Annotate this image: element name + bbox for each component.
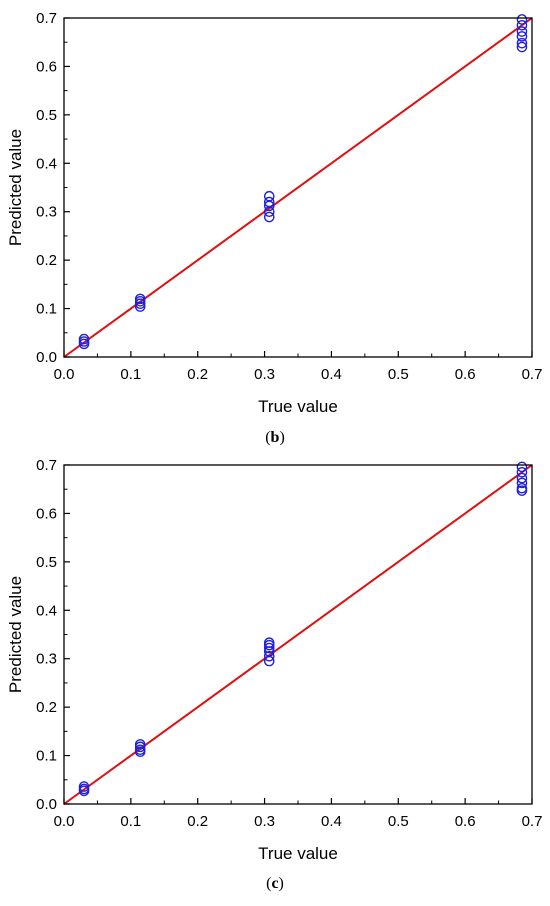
y-tick-label: 0.7	[36, 457, 57, 474]
data-point	[516, 19, 528, 31]
y-tick-label: 0.0	[36, 796, 57, 813]
x-tick-label: 0.4	[321, 366, 342, 383]
y-axis-title: Predicted value	[6, 576, 25, 693]
x-axis-title: True value	[258, 844, 338, 863]
panel-caption: (c)	[266, 875, 284, 892]
y-tick-label: 0.1	[36, 748, 57, 765]
x-tick-label: 0.0	[54, 813, 75, 830]
data-point	[78, 781, 90, 792]
data-point	[263, 190, 275, 202]
data-point	[516, 37, 528, 49]
y-axis-title: Predicted value	[6, 129, 25, 246]
data-point	[516, 482, 528, 494]
x-tick-label: 0.5	[388, 813, 409, 830]
x-tick-label: 0.7	[522, 813, 543, 830]
data-point	[263, 642, 275, 654]
chart-panel-c: 0.0 0.1 0.2 0.3 0.4 0.5 0.6 0.7 0.0 0.1 0.2 0.3 0.4 0…	[6, 457, 542, 892]
y-tick-label: 0.1	[36, 301, 57, 318]
chart-panel-b: 0.0 0.1 0.2 0.3 0.4 0.5 0.6 0.7 0.0 0.1 0.2 0.3 0.4 0…	[6, 10, 542, 446]
data-point	[516, 466, 528, 478]
data-point	[516, 41, 528, 53]
x-tick-label: 0.1	[120, 366, 141, 383]
x-tick-label: 0.2	[187, 813, 208, 830]
y-tick-label: 0.7	[36, 10, 57, 27]
data-point	[516, 14, 528, 25]
data-point	[263, 650, 275, 662]
data-point	[516, 461, 528, 473]
x-tick-label: 0.5	[388, 366, 409, 383]
reference-line	[63, 17, 533, 358]
data-point	[263, 637, 275, 649]
x-tick-label: 0.3	[254, 813, 275, 830]
y-tick-label: 0.3	[36, 204, 57, 221]
y-tick-label: 0.4	[36, 155, 57, 172]
x-axis-title: True value	[258, 397, 338, 416]
x-tick-label: 0.3	[254, 366, 275, 383]
panel-caption: (b)	[265, 429, 285, 446]
y-tick-label: 0.3	[36, 651, 57, 668]
y-tick-label: 0.0	[36, 349, 57, 366]
reference-line	[63, 464, 533, 805]
data-point	[134, 744, 146, 756]
data-point	[134, 739, 146, 750]
x-tick-label: 0.6	[455, 813, 476, 830]
y-tick-label: 0.4	[36, 602, 57, 619]
y-tick-label: 0.6	[36, 505, 57, 522]
x-tick-label: 0.0	[54, 366, 75, 383]
panel-caption-letter: b	[271, 429, 280, 446]
x-tick-label: 0.7	[522, 366, 543, 383]
data-point	[516, 26, 528, 37]
x-tick-label: 0.1	[120, 813, 141, 830]
x-tick-label: 0.4	[321, 813, 342, 830]
data-point	[263, 211, 275, 223]
y-tick-label: 0.6	[36, 58, 57, 75]
data-point	[516, 31, 528, 42]
data-point	[134, 301, 146, 312]
data-point	[134, 293, 146, 305]
data-point	[516, 472, 528, 484]
y-tick-label: 0.2	[36, 252, 57, 269]
y-tick-label: 0.2	[36, 699, 57, 716]
y-tick-label: 0.5	[36, 107, 57, 124]
data-point	[78, 333, 90, 345]
y-tick-label: 0.5	[36, 554, 57, 571]
x-tick-label: 0.6	[455, 366, 476, 383]
data-point	[263, 196, 275, 208]
x-tick-label: 0.2	[187, 366, 208, 383]
data-point	[516, 477, 528, 489]
panel-caption-letter: c	[271, 875, 278, 892]
